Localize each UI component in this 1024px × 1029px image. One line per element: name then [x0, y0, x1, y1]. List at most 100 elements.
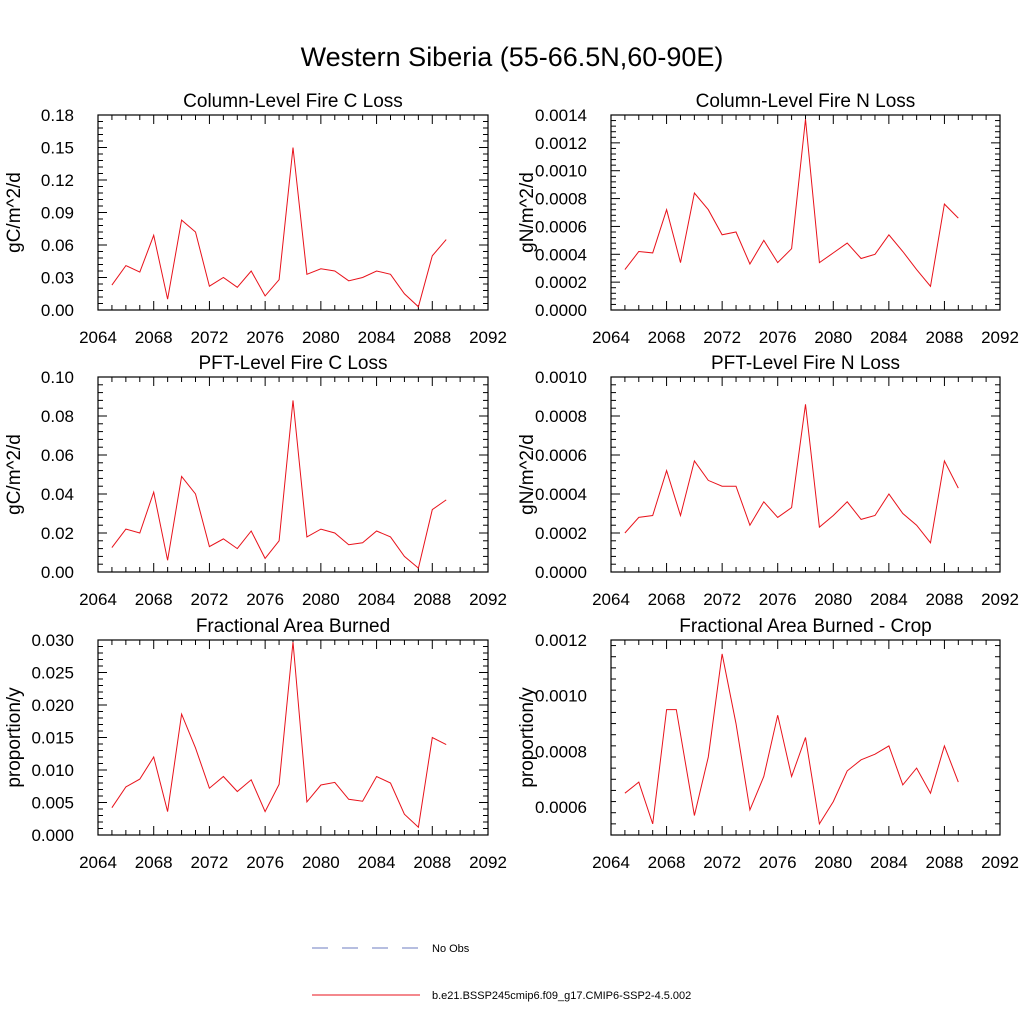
legend-label-model: b.e21.BSSP245cmip6.f09_g17.CMIP6-SSP2-4.…: [432, 990, 691, 1002]
figure-title: Western Siberia (55-66.5N,60-90E): [301, 42, 724, 72]
x-tick-label: 2088: [926, 853, 964, 872]
panel-title: Fractional Area Burned - Crop: [679, 616, 931, 637]
panel-column-fire-c-loss: Column-Level Fire C Loss gC/m^2/d 2064 2068…: [4, 91, 507, 347]
x-tick-label: 2084: [870, 853, 908, 872]
y-tick-label: 0.10: [41, 368, 74, 387]
x-tick-label: 2068: [648, 853, 686, 872]
y-tick-label: 0.0010: [535, 368, 587, 387]
x-tick-label: 2084: [358, 328, 396, 347]
y-tick-label: 0.0008: [535, 190, 587, 209]
plot-frame: [97, 639, 489, 836]
y-tick-label: 0.08: [41, 407, 74, 426]
y-tick-label: 0.0000: [535, 301, 587, 320]
y-tick-label: 0.010: [31, 761, 74, 780]
panel-title: Column-Level Fire N Loss: [696, 91, 916, 112]
x-tick-label: 2076: [759, 590, 797, 609]
y-tick-label: 0.12: [41, 171, 74, 190]
y-tick-label: 0.0002: [535, 524, 587, 543]
y-tick-label: 0.0006: [535, 217, 587, 236]
x-tick-label: 2092: [469, 590, 507, 609]
x-tick-label: 2092: [469, 328, 507, 347]
legend-label-no-obs: No Obs: [432, 943, 470, 955]
series-line: [624, 404, 959, 544]
y-tick-label: 0.09: [41, 204, 74, 223]
x-tick-label: 2092: [981, 853, 1019, 872]
x-tick-label: 2088: [413, 590, 451, 609]
y-axis-label: proportion/y: [4, 687, 25, 788]
y-tick-label: 0.0012: [535, 134, 587, 153]
plot-frame: [97, 376, 489, 573]
y-tick-label: 0.0004: [535, 485, 587, 504]
series-line: [624, 653, 959, 826]
x-tick-label: 2072: [703, 853, 741, 872]
x-tick-label: 2084: [358, 590, 396, 609]
x-tick-label: 2092: [469, 853, 507, 872]
x-tick-label: 2068: [135, 853, 173, 872]
x-tick-label: 2072: [191, 328, 229, 347]
y-tick-label: 0.00: [41, 301, 74, 320]
y-tick-label: 0.0014: [535, 106, 587, 125]
series-line: [111, 641, 447, 829]
y-tick-label: 0.020: [31, 696, 74, 715]
x-tick-label: 2088: [926, 328, 964, 347]
x-tick-label: 2080: [302, 590, 340, 609]
y-tick-label: 0.04: [41, 485, 74, 504]
y-tick-label: 0.06: [41, 446, 74, 465]
x-tick-label: 2088: [413, 328, 451, 347]
series-line: [624, 119, 959, 288]
x-tick-label: 2064: [79, 590, 117, 609]
y-tick-label: 0.030: [31, 631, 74, 650]
x-tick-label: 2064: [592, 853, 630, 872]
y-tick-label: 0.00: [41, 563, 74, 582]
y-axis-label: gN/m^2/d: [517, 172, 538, 253]
y-tick-label: 0.0006: [535, 446, 587, 465]
x-tick-label: 2064: [79, 853, 117, 872]
panel-column-fire-n-loss: Column-Level Fire N Loss gN/m^2/d 2064 2068…: [517, 91, 1019, 347]
x-tick-label: 2092: [981, 328, 1019, 347]
y-axis-label: proportion/y: [517, 687, 538, 788]
x-tick-label: 2064: [592, 590, 630, 609]
x-tick-label: 2064: [79, 328, 117, 347]
panel-pft-fire-c-loss: PFT-Level Fire C Loss gC/m^2/d 2064 2068 207…: [4, 353, 507, 609]
y-tick-label: 0.0008: [535, 742, 587, 761]
x-tick-label: 2076: [759, 853, 797, 872]
x-tick-label: 2088: [926, 590, 964, 609]
x-tick-label: 2076: [246, 590, 284, 609]
y-tick-label: 0.15: [41, 139, 74, 158]
x-tick-label: 2064: [592, 328, 630, 347]
x-tick-label: 2084: [870, 328, 908, 347]
x-tick-label: 2080: [814, 328, 852, 347]
x-tick-label: 2068: [135, 590, 173, 609]
y-tick-label: 0.0006: [535, 798, 587, 817]
x-tick-label: 2080: [302, 328, 340, 347]
x-tick-label: 2088: [413, 853, 451, 872]
y-tick-label: 0.0012: [535, 631, 587, 650]
plot-frame: [610, 114, 1001, 311]
x-tick-label: 2072: [703, 590, 741, 609]
x-tick-label: 2072: [191, 590, 229, 609]
y-tick-label: 0.18: [41, 106, 74, 125]
panel-title: PFT-Level Fire N Loss: [711, 353, 900, 374]
panel-fractional-area-burned-crop: Fractional Area Burned - Crop proportion/…: [517, 616, 1019, 872]
plot-frame: [97, 114, 489, 311]
y-tick-label: 0.015: [31, 729, 74, 748]
x-tick-label: 2080: [302, 853, 340, 872]
y-axis-label: gC/m^2/d: [4, 434, 25, 515]
x-tick-label: 2084: [870, 590, 908, 609]
y-tick-label: 0.0000: [535, 563, 587, 582]
x-tick-label: 2092: [981, 590, 1019, 609]
panel-title: PFT-Level Fire C Loss: [199, 353, 388, 374]
y-tick-label: 0.0010: [535, 687, 587, 706]
y-tick-label: 0.000: [31, 826, 74, 845]
series-line: [111, 147, 447, 308]
y-axis-label: gC/m^2/d: [4, 172, 25, 253]
y-tick-label: 0.0004: [535, 245, 587, 264]
x-tick-label: 2076: [246, 853, 284, 872]
y-tick-label: 0.0010: [535, 162, 587, 181]
y-tick-label: 0.005: [31, 794, 74, 813]
x-tick-label: 2076: [246, 328, 284, 347]
x-tick-label: 2084: [358, 853, 396, 872]
legend: No Obs b.e21.BSSP245cmip6.f09_g17.CMIP6-…: [312, 943, 691, 1002]
